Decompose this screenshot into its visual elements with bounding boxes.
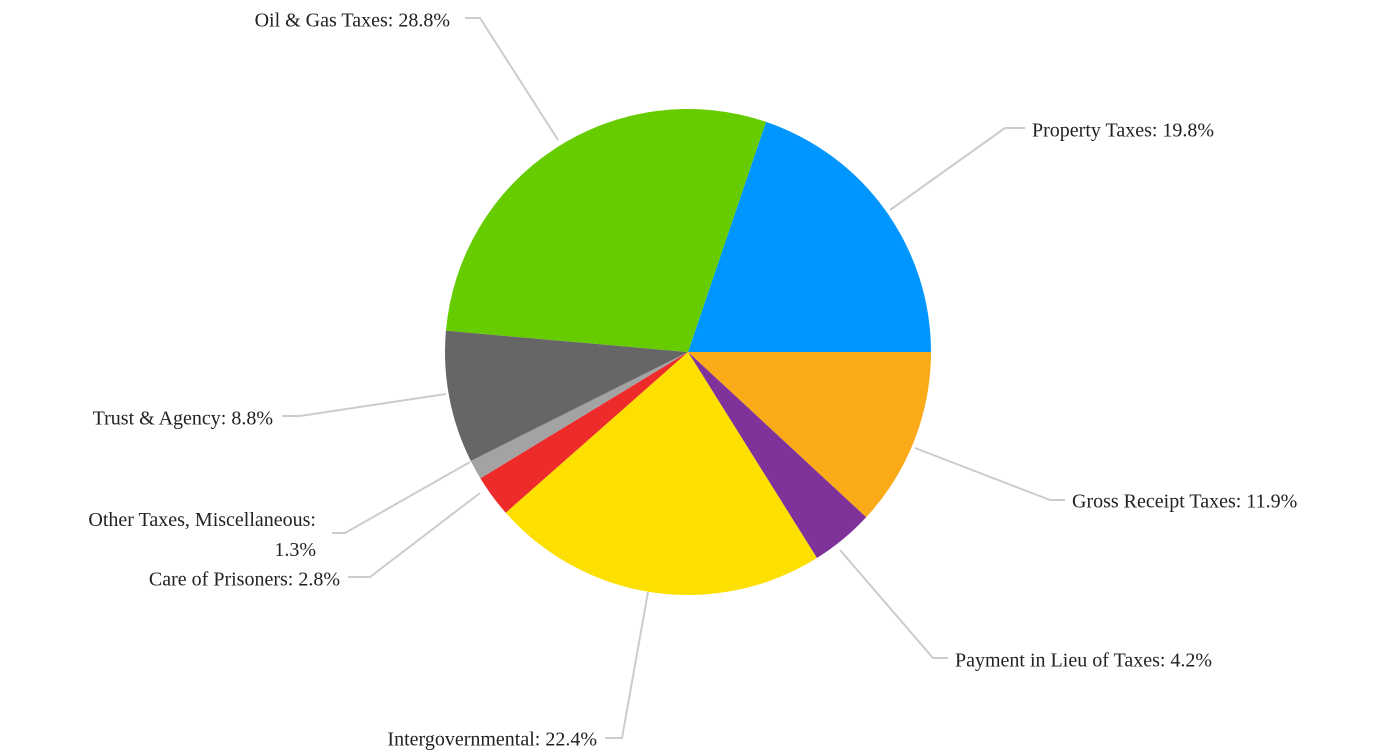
leader-line xyxy=(282,393,447,417)
leader-line xyxy=(839,549,948,659)
slice-label: Other Taxes, Miscellaneous: 1.3% xyxy=(88,509,316,561)
slice-label: Gross Receipt Taxes: 11.9% xyxy=(1072,491,1297,513)
slice-label: Care of Prisoners: 2.8% xyxy=(149,569,340,591)
pie-slice xyxy=(470,352,688,479)
pie-slice xyxy=(480,352,688,513)
pie-slice xyxy=(688,121,931,353)
label-line: 1.3% xyxy=(274,539,316,561)
slice-label: Trust & Agency: 8.8% xyxy=(93,408,273,430)
leader-line xyxy=(465,17,559,141)
slice-label: Intergovernmental: 22.4% xyxy=(387,729,597,751)
pie-slice xyxy=(445,330,688,461)
label-line: Other Taxes, Miscellaneous: xyxy=(88,509,316,531)
leader-line xyxy=(889,127,1025,211)
leader-line xyxy=(914,447,1065,501)
leader-line xyxy=(605,591,649,739)
pie-slice xyxy=(505,352,817,595)
pie-slice xyxy=(445,108,766,352)
pie-slice xyxy=(688,352,931,518)
slice-label: Property Taxes: 19.8% xyxy=(1032,120,1214,142)
leader-line xyxy=(332,461,471,534)
slice-label: Oil & Gas Taxes: 28.8% xyxy=(255,10,450,32)
pie-slice xyxy=(688,352,867,558)
leader-line xyxy=(348,492,481,578)
slice-label: Payment in Lieu of Taxes: 4.2% xyxy=(955,650,1212,672)
